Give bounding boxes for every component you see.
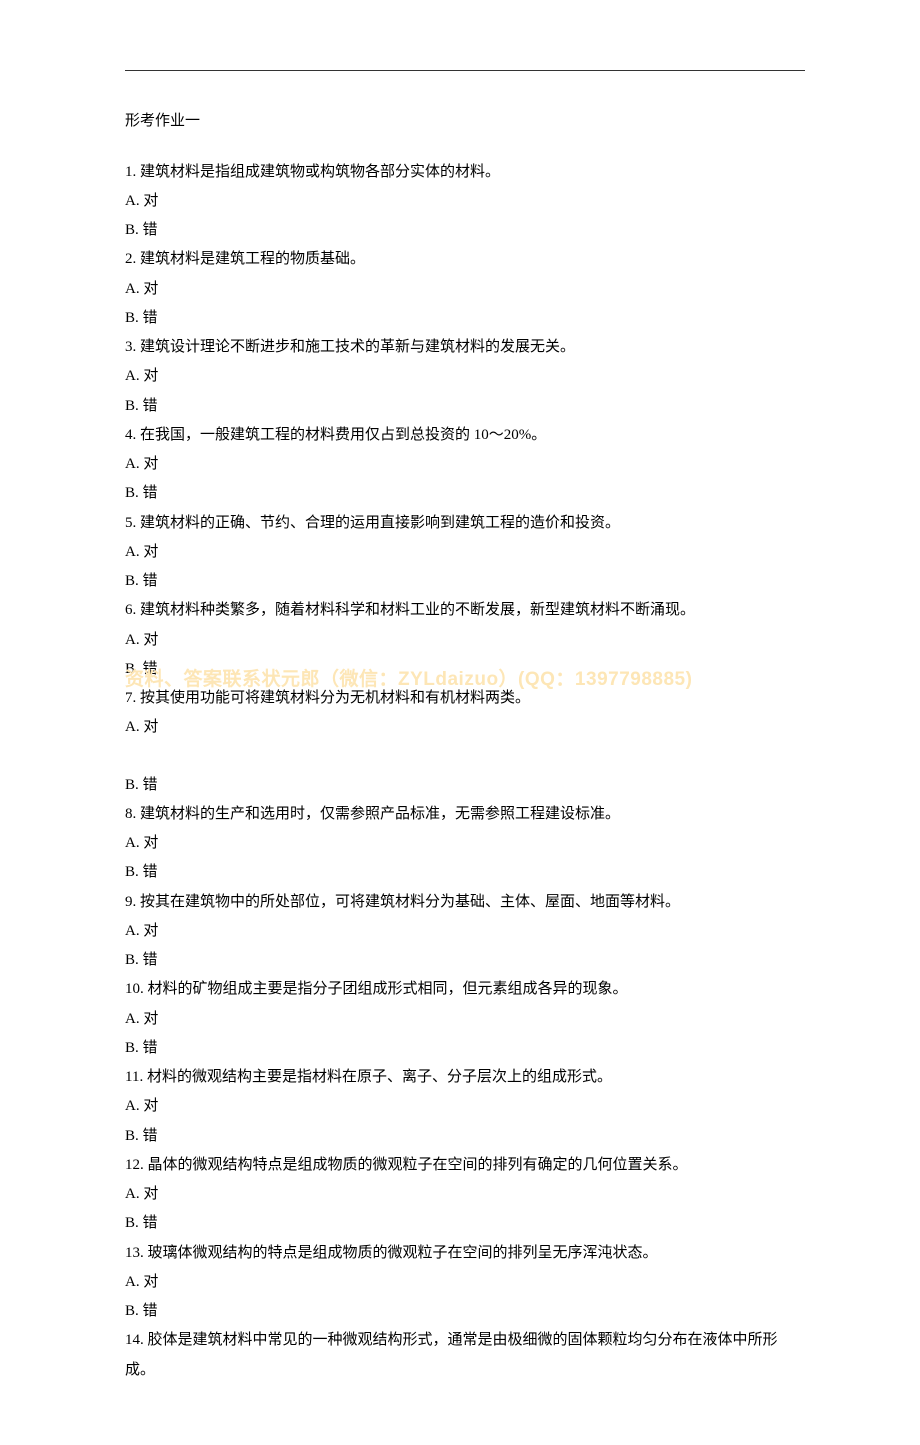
option-a: A. 对 (125, 275, 805, 304)
option-a: A. 对 (125, 1092, 805, 1121)
option-b: B. 错 (125, 858, 805, 887)
option-b: B. 错 (125, 216, 805, 245)
option-b: B. 错 (125, 946, 805, 975)
option-a: A. 对 (125, 1268, 805, 1297)
option-b: B. 错 (125, 1297, 805, 1326)
question-text: 5. 建筑材料的正确、节约、合理的运用直接影响到建筑工程的造价和投资。 (125, 509, 805, 538)
question-text: 7. 按其使用功能可将建筑材料分为无机材料和有机材料两类。 (125, 684, 805, 713)
question-text: 6. 建筑材料种类繁多，随着材料科学和材料工业的不断发展，新型建筑材料不断涌现。 (125, 596, 805, 625)
document-page: 形考作业一 资料、答案联系状元郎（微信：ZYLdaizuo）(QQ：139779… (0, 0, 920, 1445)
question-text: 14. 胶体是建筑材料中常见的一种微观结构形式，通常是由极细微的固体颗粒均匀分布… (125, 1326, 805, 1385)
question-text: 13. 玻璃体微观结构的特点是组成物质的微观粒子在空间的排列呈无序浑沌状态。 (125, 1239, 805, 1268)
option-a: A. 对 (125, 187, 805, 216)
question-text: 8. 建筑材料的生产和选用时，仅需参照产品标准，无需参照工程建设标准。 (125, 800, 805, 829)
option-a: A. 对 (125, 538, 805, 567)
option-a: A. 对 (125, 713, 805, 742)
question-text: 2. 建筑材料是建筑工程的物质基础。 (125, 245, 805, 274)
option-a: A. 对 (125, 829, 805, 858)
question-text: 1. 建筑材料是指组成建筑物或构筑物各部分实体的材料。 (125, 158, 805, 187)
option-a: A. 对 (125, 917, 805, 946)
option-a: A. 对 (125, 1180, 805, 1209)
option-a: A. 对 (125, 450, 805, 479)
option-b: B. 错 (125, 655, 805, 684)
top-rule (125, 70, 805, 71)
question-text: 10. 材料的矿物组成主要是指分子团组成形式相同，但元素组成各异的现象。 (125, 975, 805, 1004)
question-text: 4. 在我国，一般建筑工程的材料费用仅占到总投资的 10～20%。 (125, 421, 805, 450)
option-b: B. 错 (125, 567, 805, 596)
option-b: B. 错 (125, 1209, 805, 1238)
option-b: B. 错 (125, 392, 805, 421)
option-a: A. 对 (125, 626, 805, 655)
option-a: A. 对 (125, 1005, 805, 1034)
question-list: 1. 建筑材料是指组成建筑物或构筑物各部分实体的材料。 A. 对 B. 错 2.… (125, 158, 805, 1385)
option-a: A. 对 (125, 362, 805, 391)
option-b: B. 错 (125, 1122, 805, 1151)
option-b: B. 错 (125, 771, 805, 800)
question-text: 9. 按其在建筑物中的所处部位，可将建筑材料分为基础、主体、屋面、地面等材料。 (125, 888, 805, 917)
question-text: 11. 材料的微观结构主要是指材料在原子、离子、分子层次上的组成形式。 (125, 1063, 805, 1092)
question-text: 12. 晶体的微观结构特点是组成物质的微观粒子在空间的排列有确定的几何位置关系。 (125, 1151, 805, 1180)
option-b: B. 错 (125, 479, 805, 508)
option-b: B. 错 (125, 304, 805, 333)
assignment-title: 形考作业一 (125, 107, 805, 136)
question-text: 3. 建筑设计理论不断进步和施工技术的革新与建筑材料的发展无关。 (125, 333, 805, 362)
option-b: B. 错 (125, 1034, 805, 1063)
